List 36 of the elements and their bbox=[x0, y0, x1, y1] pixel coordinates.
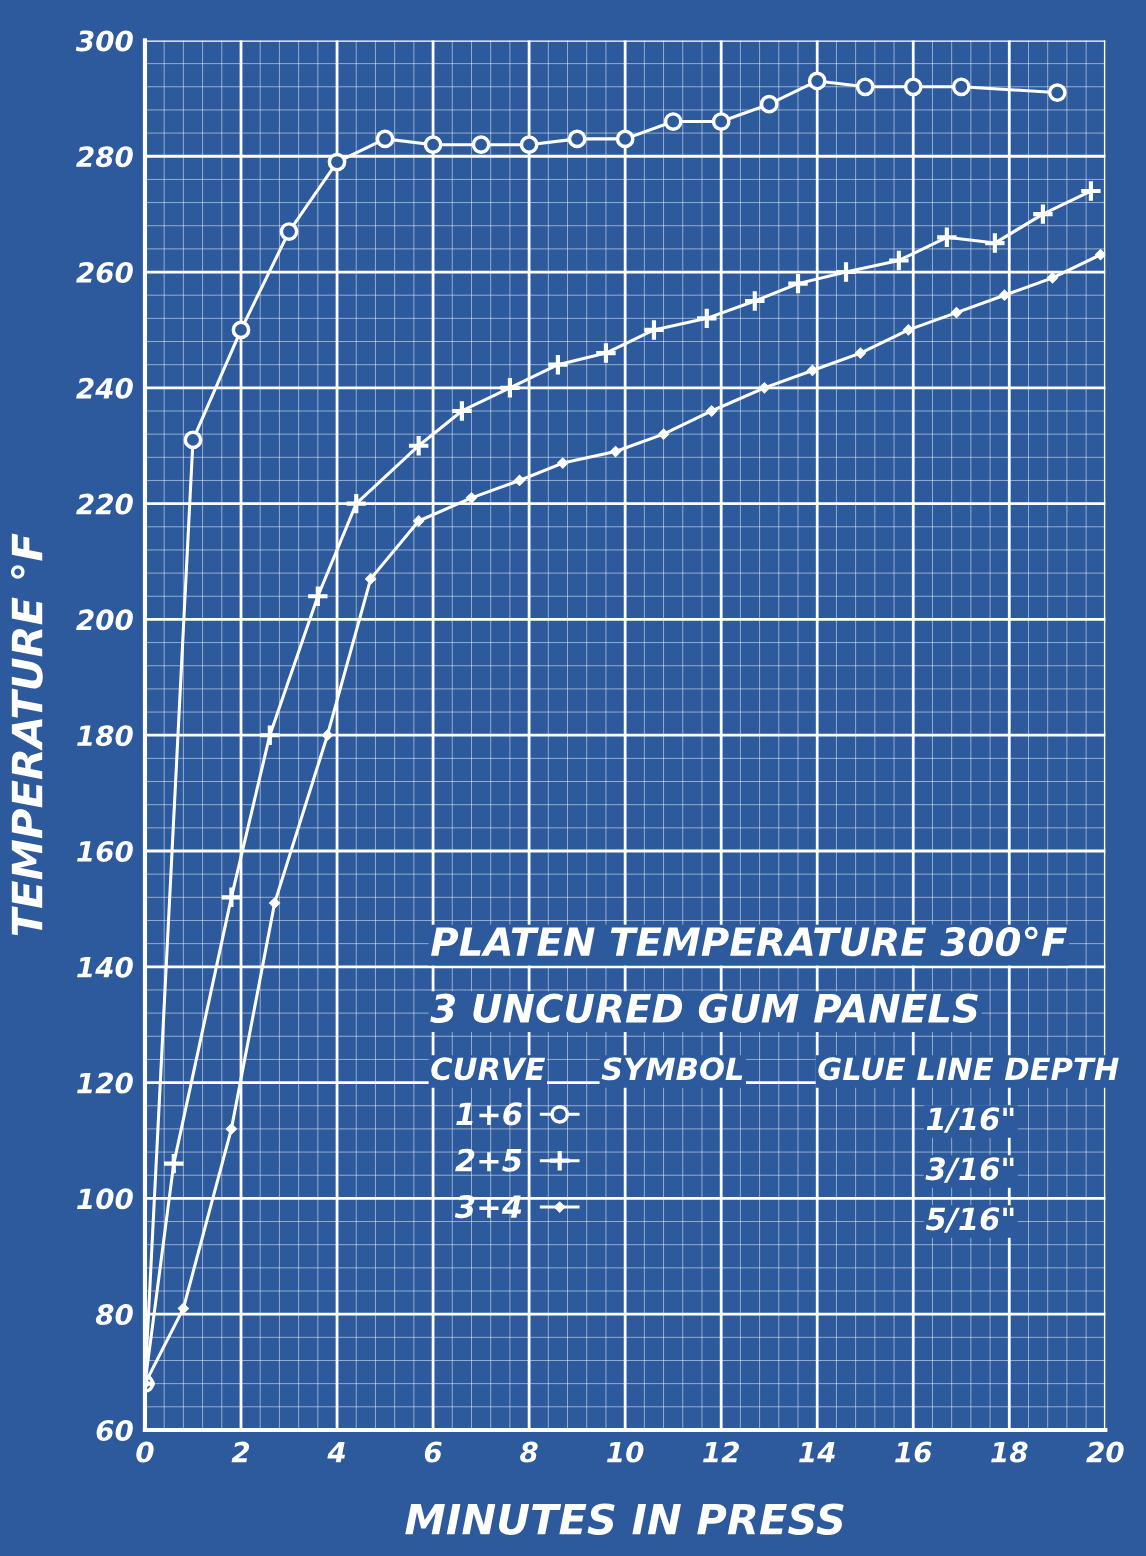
x-tick-label: 8 bbox=[520, 1441, 538, 1463]
y-tick-label: 240 bbox=[76, 377, 133, 399]
y-tick-label: 140 bbox=[77, 956, 133, 978]
x-tick-label: 14 bbox=[799, 1441, 835, 1463]
y-tick-label: 100 bbox=[77, 1188, 133, 1210]
y-tick-label: 180 bbox=[77, 725, 133, 747]
annotation: 5/16" bbox=[925, 1207, 1014, 1233]
annotation: PLATEN TEMPERATURE 300°F bbox=[431, 926, 1067, 957]
x-tick-label: 16 bbox=[895, 1441, 932, 1463]
y-tick-label: 80 bbox=[95, 1304, 133, 1326]
x-axis-title: MINUTES IN PRESS bbox=[405, 1503, 844, 1535]
x-tick-label: 10 bbox=[607, 1441, 644, 1463]
x-tick-label: 20 bbox=[1086, 1441, 1124, 1463]
annotation: CURVE bbox=[431, 1057, 546, 1081]
y-tick-label: 300 bbox=[75, 30, 133, 52]
y-tick-label: 120 bbox=[77, 1072, 133, 1094]
y-tick-label: 280 bbox=[76, 146, 133, 168]
legend-label: 2+5 bbox=[455, 1148, 522, 1172]
y-tick-label: 220 bbox=[76, 493, 133, 515]
y-tick-label: 160 bbox=[77, 840, 133, 862]
annotation: GLUE LINE DEPTH bbox=[818, 1057, 1119, 1081]
y-tick-label: 60 bbox=[96, 1419, 133, 1441]
x-tick-label: 18 bbox=[991, 1441, 1028, 1463]
x-tick-label: 0 bbox=[136, 1441, 154, 1463]
y-axis-title: TEMPERATURE °F bbox=[11, 533, 43, 936]
annotation: 1/16" bbox=[926, 1107, 1014, 1133]
x-tick-label: 2 bbox=[231, 1441, 250, 1463]
annotation: SYMBOL bbox=[601, 1057, 743, 1081]
x-tick-label: 12 bbox=[703, 1441, 739, 1463]
x-tick-label: 6 bbox=[424, 1441, 442, 1463]
annotation: 3 UNCURED GUM PANELS bbox=[430, 993, 978, 1024]
legend-label: 1+6 bbox=[456, 1102, 522, 1126]
y-tick-label: 260 bbox=[76, 261, 133, 284]
annotation: 3/16" bbox=[925, 1157, 1014, 1183]
x-tick-label: 4 bbox=[327, 1441, 346, 1463]
y-tick-label: 200 bbox=[76, 609, 133, 631]
